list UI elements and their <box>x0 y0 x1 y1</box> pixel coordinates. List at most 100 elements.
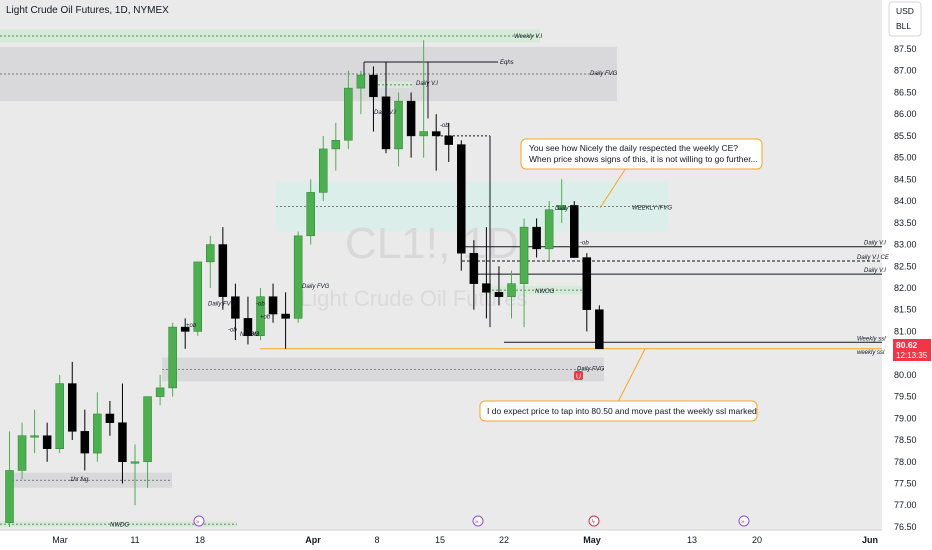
candle-body-32 <box>406 100 416 137</box>
currency-code: USD <box>896 6 914 16</box>
candle-body-21 <box>268 296 278 315</box>
price-label-countdown: 12:13:35 <box>896 351 928 360</box>
candle-body-31 <box>394 100 403 150</box>
x-tick-label: 11 <box>130 535 139 545</box>
candle-body-36 <box>457 144 466 254</box>
candle-body-10 <box>130 461 140 464</box>
candle-body-33 <box>419 131 428 137</box>
candle-body-13 <box>168 326 177 389</box>
small-label-3: -ob <box>228 327 237 333</box>
y-tick-label: 82.00 <box>894 283 917 293</box>
callout-1-pointer <box>599 167 627 209</box>
candle-body-12 <box>155 387 165 397</box>
candle-body-17 <box>218 244 228 297</box>
candle-body-18 <box>231 296 240 319</box>
y-axis[interactable]: 87.50 87.00 86.50 86.00 85.50 85.00 84.50 84.00… <box>894 44 917 532</box>
x-tick-label: 20 <box>752 535 762 545</box>
y-tick-label: 77.00 <box>894 500 917 510</box>
candle-body-29 <box>369 74 378 98</box>
level-label-3: Daily V.I <box>864 268 886 274</box>
small-label-2: Daily FVG <box>208 301 236 307</box>
svg-text:U: U <box>576 374 581 381</box>
small-label-1: +ob <box>186 323 197 329</box>
callout-2-pointer <box>617 348 646 403</box>
candle-body-41 <box>519 226 529 284</box>
candle-body-34 <box>431 131 441 137</box>
small-label-9: -ob <box>440 123 449 129</box>
y-tick-label: 84.50 <box>894 174 917 184</box>
small-label-8: +ob <box>260 314 271 320</box>
currency-unit: BLL <box>896 21 911 31</box>
candle-body-9 <box>118 422 127 463</box>
candle-body-46 <box>582 257 592 310</box>
candle-body-14 <box>180 326 190 332</box>
candle-body-45 <box>570 205 579 258</box>
svg-text:ϟ: ϟ <box>592 520 596 526</box>
price-label-value: 80.62 <box>896 340 918 350</box>
magnet-icon[interactable]: U <box>574 371 583 381</box>
callout-2-box[interactable] <box>479 400 758 422</box>
y-tick-label: 86.00 <box>894 109 917 119</box>
chart-title: Light Crude Oil Futures, 1D, NYMEX <box>6 5 169 16</box>
annotations-layer: Weekly V.I Daily FVG WEEKLY IFVG Daily FVG 1… <box>70 34 890 528</box>
y-tick-label: 83.00 <box>894 240 917 250</box>
candle-body-35 <box>444 135 453 145</box>
candle-body-27 <box>344 87 353 141</box>
small-label-10: Daily V.I <box>555 206 577 212</box>
candle-body-20 <box>256 296 265 337</box>
zone-label-0: Weekly V.I <box>514 34 542 40</box>
x-axis[interactable]: Mar 11 18 Apr 8 15 22 May 13 20 Jun <box>52 535 878 545</box>
y-tick-label: 81.00 <box>894 326 917 336</box>
candle-body-11 <box>143 396 152 463</box>
event-icon-2[interactable]: » <box>472 515 484 527</box>
x-tick-label: Apr <box>305 535 321 545</box>
level-label-5: weekly ssl <box>857 350 885 356</box>
svg-text:»: » <box>741 520 745 526</box>
svg-text:»: » <box>196 520 200 526</box>
candle-body-39 <box>494 292 504 297</box>
svg-text:»: » <box>475 520 479 526</box>
callout-2-line-1: I do expect price to tap into 80.50 and … <box>487 406 757 416</box>
zone-label-4: 1hr fvg <box>70 477 89 483</box>
x-tick-label: Jun <box>862 535 878 545</box>
candle-body-47 <box>595 309 604 350</box>
y-tick-label: 86.50 <box>894 87 917 97</box>
zone-4 <box>8 472 172 488</box>
candle-body-15 <box>193 261 202 332</box>
candle-body-37 <box>469 252 479 284</box>
candle-body-25 <box>319 148 328 193</box>
y-tick-label: 79.50 <box>894 392 917 402</box>
candles-layer <box>5 40 604 527</box>
event-icon-1[interactable]: » <box>193 515 205 527</box>
event-icon-4[interactable]: » <box>738 515 750 527</box>
event-icon-3[interactable]: ϟ <box>588 515 600 527</box>
watermark-name: Light Crude Oil Futures <box>300 286 527 311</box>
candle-body-7 <box>93 413 102 454</box>
small-label-4: NWDG <box>240 332 259 338</box>
zones-layer <box>0 29 668 527</box>
x-tick-label: Mar <box>52 535 68 545</box>
small-label-5: Daily FVG <box>302 284 330 290</box>
candle-body-44 <box>557 205 566 211</box>
y-tick-label: 77.50 <box>894 479 917 489</box>
y-tick-label: 78.00 <box>894 457 917 467</box>
small-label-7: -ob <box>256 301 265 307</box>
level-label-1: Daily V.I <box>864 241 886 247</box>
candle-body-23 <box>293 235 303 319</box>
x-tick-label: 18 <box>195 535 205 545</box>
candle-body-30 <box>381 96 391 150</box>
zone-label-3: Daily FVG <box>577 366 605 372</box>
y-tick-label: 79.00 <box>894 413 917 423</box>
y-tick-label: 87.50 <box>894 44 917 54</box>
level-label-4: Weekly ssl <box>857 336 886 342</box>
candle-body-3 <box>42 435 52 449</box>
callout-1-line-2: When price shows signs of this, it is no… <box>529 154 758 164</box>
x-tick-label: May <box>583 535 601 545</box>
x-tick-label: 22 <box>499 535 509 545</box>
callout-1-box[interactable] <box>520 138 763 170</box>
zone-label-7: NWOG <box>535 289 555 295</box>
candle-body-16 <box>206 244 215 263</box>
currency-box[interactable] <box>888 1 922 37</box>
y-tick-label: 84.00 <box>894 196 917 206</box>
